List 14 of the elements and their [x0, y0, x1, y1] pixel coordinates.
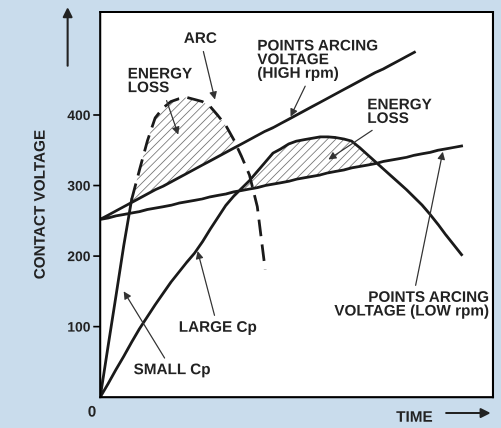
- annotation: POINTS ARCING VOLTAGE (LOW rpm): [334, 291, 488, 319]
- annotation: LARGE Cp: [180, 321, 256, 335]
- annotation: ARC: [184, 32, 216, 44]
- y-axis-title: CONTACT VOLTAGE: [34, 130, 45, 279]
- y-tick-label: 100: [68, 322, 90, 332]
- annotation: ENERGY LOSS: [368, 98, 432, 124]
- y-tick-label: 400: [68, 110, 90, 120]
- annotation: SMALL Cp: [134, 364, 210, 378]
- y-tick-label: 300: [68, 180, 90, 191]
- text: 0: [88, 406, 96, 417]
- annotation: ENERGY LOSS: [128, 68, 192, 92]
- annotation: POINTS ARCING VOLTAGE (HIGH rpm): [257, 40, 378, 81]
- y-tick-label: 200: [68, 251, 90, 262]
- x-axis-title: TIME: [396, 411, 432, 422]
